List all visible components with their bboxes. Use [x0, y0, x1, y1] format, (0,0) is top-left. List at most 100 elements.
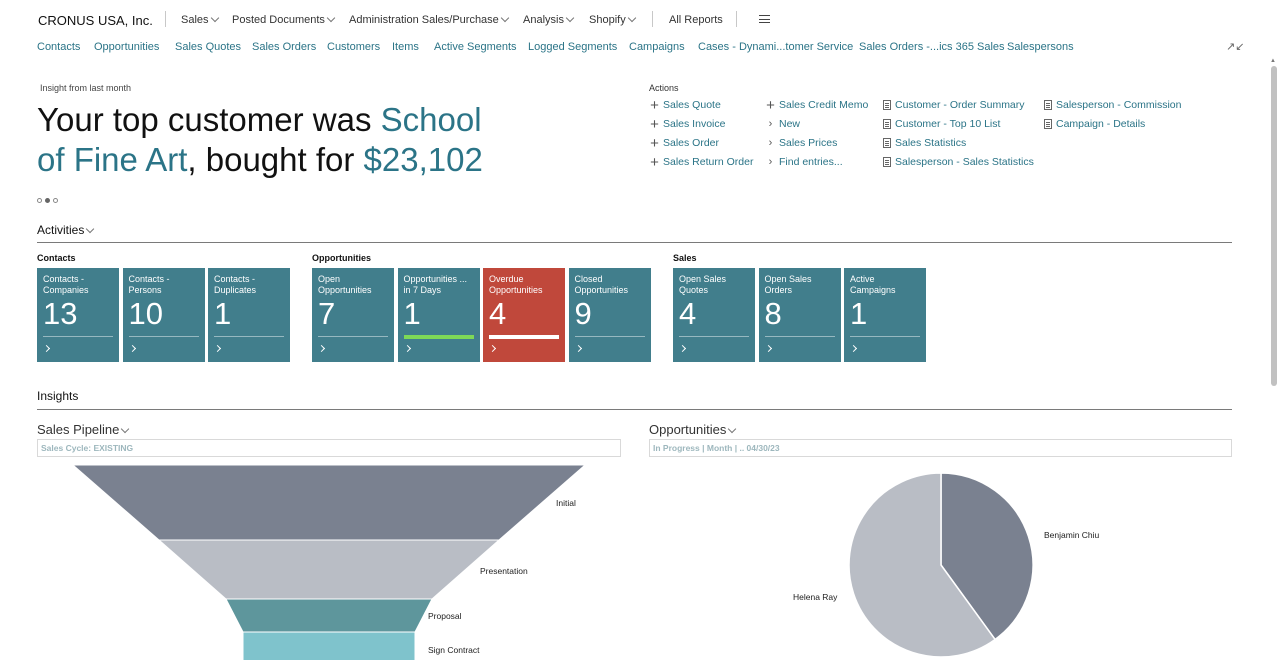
nav-analysis[interactable]: Analysis [523, 13, 575, 26]
action-salesperson-commission[interactable]: Salesperson - Commission [1044, 99, 1181, 111]
action-campaign-details[interactable]: Campaign - Details [1044, 118, 1145, 130]
tile-label: Closed Opportunities [574, 274, 629, 295]
link-logged-segments[interactable]: Logged Segments [528, 41, 618, 53]
sales-pipeline-title[interactable]: Sales Pipeline [37, 422, 130, 437]
pie-slice-benjamin-chiu[interactable] [940, 472, 1034, 641]
action-salesperson-sales-statistics[interactable]: Salesperson - Sales Statistics [883, 156, 1034, 168]
sales-pipeline-filter[interactable]: Sales Cycle: EXISTING [37, 439, 621, 457]
headline-customer-link[interactable]: School of Fine Art [37, 101, 482, 178]
sales-pipeline-funnel: Initial Presentation Proposal Sign Contract [71, 464, 587, 660]
chevron-down-icon [565, 13, 575, 23]
action-sales-invoice[interactable]: + Sales Invoice [649, 115, 725, 133]
nav-administration[interactable]: Administration Sales/Purchase [349, 13, 510, 26]
action-new[interactable]: › New [765, 118, 800, 130]
action-sales-statistics[interactable]: Sales Statistics [883, 137, 966, 149]
funnel-stage-sign-contract[interactable] [242, 631, 416, 660]
tile-indicator-bar [764, 336, 835, 337]
tile-value: 13 [43, 296, 78, 331]
action-label: Sales Statistics [895, 137, 967, 149]
link-sales-orders-365[interactable]: Sales Orders -...ics 365 Sales [859, 41, 1005, 53]
link-customers[interactable]: Customers [327, 41, 381, 53]
collapse-icon[interactable]: ↗↙ [1226, 41, 1245, 53]
link-cases[interactable]: Cases - Dynami...tomer Service [698, 41, 854, 53]
action-sales-order[interactable]: + Sales Order [649, 134, 720, 152]
link-contacts[interactable]: Contacts [37, 41, 81, 53]
actions-caption: Actions [649, 83, 679, 93]
nav-posted-documents[interactable]: Posted Documents [232, 13, 336, 26]
chevron-down-icon [210, 13, 219, 23]
scroll-up-icon[interactable]: ▲ [1270, 58, 1276, 64]
tile-label: Contacts - Persons [128, 274, 170, 295]
cue-tile-overdue-opportunities[interactable]: Overdue Opportunities 4 [483, 268, 565, 362]
action-customer-top-10-list[interactable]: Customer - Top 10 List [883, 118, 1000, 130]
tile-label: Open Sales Quotes [679, 274, 727, 295]
link-salespersons[interactable]: Salespersons [1007, 41, 1074, 53]
pager-dot[interactable] [53, 198, 58, 203]
plus-icon: + [650, 134, 659, 152]
cue-tile-active-campaigns[interactable]: Active Campaigns 1 [844, 268, 926, 362]
chevron-right-icon [128, 344, 136, 353]
link-items[interactable]: Items [392, 41, 419, 53]
nav-shopify[interactable]: Shopify [589, 13, 636, 26]
funnel-stage-label: Initial [556, 498, 576, 508]
opportunities-filter[interactable]: In Progress | Month | .. 04/30/23 [649, 439, 1232, 457]
cue-tile-opportunities-in-7-days[interactable]: Opportunities ... in 7 Days 1 [397, 268, 480, 362]
action-sales-return-order[interactable]: + Sales Return Order [649, 155, 754, 170]
plus-icon: + [650, 115, 659, 133]
link-sales-orders[interactable]: Sales Orders [252, 41, 317, 53]
cue-tile-contacts-companies[interactable]: Contacts - Companies 13 [37, 268, 119, 362]
tile-indicator-bar [489, 335, 559, 339]
tile-indicator-bar [318, 336, 388, 337]
tile-label: Active Campaigns [850, 274, 896, 295]
link-active-segments[interactable]: Active Segments [434, 41, 517, 53]
chevron-down-icon [627, 13, 636, 23]
company-name[interactable]: CRONUS USA, Inc. [38, 13, 153, 28]
action-label: Campaign - Details [1056, 118, 1146, 130]
pie-slice-label: Benjamin Chiu [1044, 530, 1100, 540]
cue-tile-open-opportunities[interactable]: Open Opportunities 7 [312, 268, 394, 362]
tile-value: 7 [318, 296, 336, 331]
action-find-entries[interactable]: › Find entries... [765, 156, 843, 168]
action-label: Sales Order [663, 137, 720, 149]
nav-shopify-label: Shopify [589, 14, 626, 26]
funnel-stage-proposal[interactable] [225, 598, 433, 633]
cue-tile-open-sales-orders[interactable]: Open Sales Orders 8 [758, 268, 841, 362]
hamburger-menu-icon[interactable] [759, 15, 770, 23]
report-icon [883, 157, 891, 167]
link-opportunities[interactable]: Opportunities [94, 41, 160, 53]
tile-indicator-bar [128, 336, 199, 337]
action-sales-credit-memo[interactable]: + Sales Credit Memo [765, 98, 868, 113]
tile-value: 1 [850, 296, 868, 331]
link-campaigns[interactable]: Campaigns [629, 41, 685, 53]
action-customer-order-summary[interactable]: Customer - Order Summary [883, 99, 1025, 111]
chevron-down-icon [121, 424, 130, 434]
pager-dot-active[interactable] [45, 198, 50, 203]
cue-tile-closed-opportunities[interactable]: Closed Opportunities 9 [568, 268, 651, 362]
action-label: Sales Return Order [663, 156, 754, 168]
page-scrollbar[interactable] [1271, 66, 1277, 386]
chevron-right-icon [764, 344, 772, 353]
tile-label: Overdue Opportunities [489, 274, 543, 295]
nav-all-reports[interactable]: All Reports [669, 14, 723, 26]
cue-tile-open-sales-quotes[interactable]: Open Sales Quotes 4 [673, 268, 755, 362]
activities-title[interactable]: Activities [37, 223, 95, 237]
cue-tile-contacts-persons[interactable]: Contacts - Persons 10 [122, 268, 205, 362]
opportunities-chart-title[interactable]: Opportunities [649, 422, 737, 437]
tile-value: 10 [128, 296, 163, 331]
cue-tile-contacts-duplicates[interactable]: Contacts - Duplicates 1 [208, 268, 290, 362]
link-sales-quotes[interactable]: Sales Quotes [175, 41, 242, 53]
action-sales-prices[interactable]: › Sales Prices [765, 137, 838, 149]
tile-label: Contacts - Duplicates [214, 274, 257, 295]
chevron-right-icon [849, 344, 858, 353]
funnel-stage-presentation[interactable] [157, 539, 501, 600]
action-sales-quote[interactable]: + Sales Quote [649, 98, 721, 113]
headline-amount-link[interactable]: $23,102 [363, 141, 483, 178]
funnel-stage-initial[interactable] [71, 464, 587, 541]
nav-analysis-label: Analysis [523, 14, 564, 26]
tile-indicator-bar [43, 336, 113, 337]
tile-indicator-bar [850, 336, 920, 337]
pie-slice-helena-ray[interactable] [848, 472, 997, 658]
chevron-down-icon [500, 13, 510, 23]
pager-dot[interactable] [37, 198, 42, 203]
nav-sales[interactable]: Sales [181, 13, 219, 26]
